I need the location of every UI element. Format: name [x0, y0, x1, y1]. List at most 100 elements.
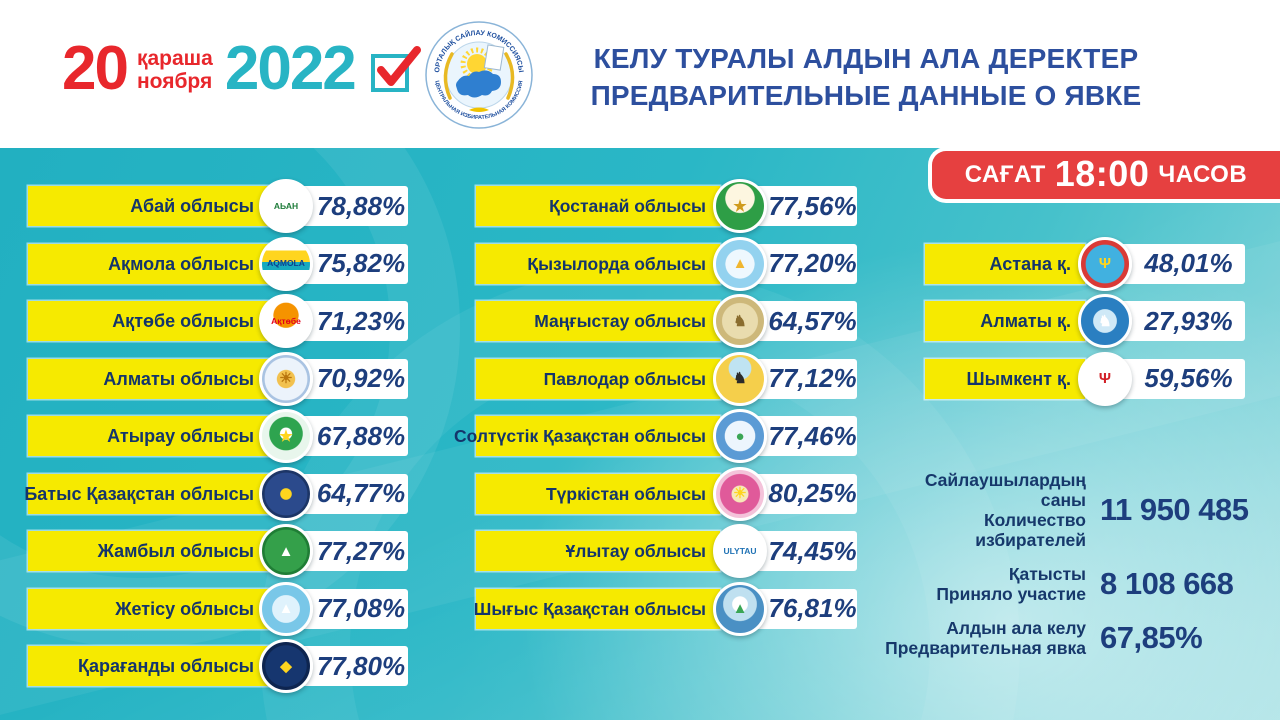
region-emblem-icon: ▲	[259, 581, 313, 636]
region-emblem-icon: ♞	[713, 351, 767, 406]
emblem-glyph: Ψ	[1098, 255, 1112, 272]
time-badge-suffix: ЧАСОВ	[1158, 161, 1248, 188]
emblem-glyph: ▲	[732, 600, 748, 617]
region-column-left: Абай облысы 78,88% АЬАН Ақмола облысы 75…	[24, 179, 408, 706]
region-row: Түркістан облысы 80,25% ☀	[476, 466, 857, 521]
region-emblem-icon: ♞	[713, 294, 767, 348]
turnout-value: 59,56%	[1144, 363, 1233, 393]
region-name-bar: Қарағанды облысы	[28, 646, 268, 686]
time-badge-time: 18:00	[1054, 153, 1150, 194]
cec-emblem-logo: ОРТАЛЫҚ САЙЛАУ КОМИССИЯСЫ ЦЕНТРАЛЬНАЯ ИЗ…	[425, 21, 533, 129]
turnout-value: 77,20%	[768, 248, 857, 278]
region-emblem-icon: Ψ	[1078, 236, 1132, 291]
region-name: Шығыс Қазақстан облысы	[473, 598, 706, 619]
region-name-bar: Солтүстік Қазақстан облысы	[454, 416, 720, 456]
time-badge-prefix: САҒАТ	[964, 161, 1046, 188]
region-name: Ұлытау облысы	[565, 541, 707, 561]
region-name-bar: Атырау облысы	[28, 416, 268, 456]
region-name: Қызылорда облысы	[527, 253, 706, 274]
region-name: Солтүстік Қазақстан облысы	[454, 426, 706, 446]
turnout-value: 64,77%	[316, 478, 406, 508]
region-column-middle: Қостанай облысы 77,56% ★ Қызылорда облыс…	[454, 179, 857, 706]
emblem-glyph: ♞	[733, 312, 747, 330]
header-band: 20 қараша ноября 2022 ОРТАЛЫҚ САЙЛАУ КОМ…	[0, 0, 1280, 148]
date-month-kk: қараша	[136, 47, 213, 70]
stat-participated-label: Қатысты Приняло участие	[880, 564, 1086, 604]
turnout-value: 77,46%	[768, 420, 857, 451]
stat-label-kk: Қатысты	[1008, 564, 1086, 584]
turnout-value: 48,01%	[1144, 248, 1233, 278]
election-date: 20 қараша ноября 2022	[62, 34, 421, 103]
turnout-value: 76,81%	[768, 593, 857, 623]
turnout-value: 67,88%	[316, 420, 406, 451]
region-emblem-icon: ◆	[259, 639, 313, 693]
turnout-value: 74,45%	[768, 535, 857, 566]
emblem-glyph: AQMOLA	[267, 258, 305, 269]
stat-label-ru: Количество избирателей	[975, 510, 1086, 550]
emblem-glyph: ☀	[733, 485, 747, 502]
region-row: Қызылорда облысы 77,20% ▲	[476, 236, 857, 291]
region-name-bar: Ақмола облысы	[28, 243, 268, 284]
region-row: Батыс Қазақстан облысы 64,77%	[24, 466, 408, 521]
date-months: қараша ноября	[137, 45, 213, 93]
region-emblem-icon: ▲	[259, 524, 313, 578]
emblem-glyph: ◆	[280, 657, 292, 675]
region-emblem-icon: Ψ	[1078, 351, 1132, 406]
stat-turnout: Алдын ала келу Предварительная явка 67,8…	[880, 618, 1252, 658]
emblem-glyph: АЬАН	[273, 200, 299, 211]
stat-label-ru: Приняло участие	[936, 584, 1086, 604]
turnout-value: 71,23%	[316, 305, 406, 336]
emblem-glyph: ●	[735, 427, 745, 445]
red-checkmark-icon	[376, 46, 421, 86]
turnout-value: 75,82%	[316, 248, 406, 278]
region-name: Ақмола облысы	[108, 253, 254, 274]
region-name: Жамбыл облысы	[97, 541, 254, 561]
stat-label-ru: Предварительная явка	[885, 638, 1086, 658]
emblem-glyph: ☀	[279, 370, 293, 387]
region-name-bar: Батыс Қазақстан облысы	[24, 473, 268, 514]
region-row: Жамбыл облысы 77,27% ▲	[28, 524, 408, 578]
region-name: Астана қ.	[989, 253, 1072, 274]
region-name-bar: Шығыс Қазақстан облысы	[473, 588, 720, 629]
turnout-value: 27,93%	[1144, 305, 1233, 336]
region-name-bar: Алматы облысы	[28, 358, 268, 399]
emblem-glyph: ULYTAU	[723, 545, 757, 556]
turnout-value: 78,88%	[316, 190, 406, 221]
stat-voters: Сайлаушылардың саны Количество избирател…	[880, 470, 1252, 550]
date-year: 2022	[224, 34, 357, 103]
region-row: Астана қ. 48,01% Ψ	[925, 236, 1245, 291]
region-name: Түркістан облысы	[545, 483, 706, 504]
region-name-bar: Ақтөбе облысы	[28, 301, 268, 341]
region-name: Алматы облысы	[103, 368, 254, 389]
region-emblem-icon	[259, 466, 313, 521]
date-day: 20	[62, 34, 129, 103]
turnout-value-box: 64,57%	[726, 301, 857, 341]
region-row: Қостанай облысы 77,56% ★	[476, 179, 857, 233]
time-badge: САҒАТ 18:00 ЧАСОВ	[928, 147, 1280, 203]
region-name: Атырау облысы	[107, 426, 254, 446]
emblem-glyph: ♞	[1098, 312, 1112, 330]
region-row: Шығыс Қазақстан облысы 76,81% ▲	[473, 581, 857, 636]
region-emblem-icon: ♞	[1078, 294, 1132, 348]
page-title: КЕЛУ ТУРАЛЫ АЛДЫН АЛА ДЕРЕКТЕР ПРЕДВАРИТ…	[552, 40, 1180, 114]
emblem-glyph: Ақтөбе	[271, 315, 301, 326]
region-emblem-icon: ☀	[713, 466, 767, 521]
region-name-bar: Павлодар облысы	[476, 358, 720, 399]
date-month-ru: ноября	[136, 70, 213, 93]
region-emblem-icon: АЬАН	[259, 179, 313, 233]
region-name: Павлодар облысы	[543, 368, 706, 389]
region-row: Ақмола облысы 75,82% AQMOLA	[28, 236, 408, 291]
region-column-cities: Астана қ. 48,01% Ψ Алматы қ. 27,93% ♞ Шы…	[925, 186, 1245, 706]
region-name-bar: Түркістан облысы	[476, 473, 720, 514]
region-name-bar: Жамбыл облысы	[28, 531, 268, 571]
region-row: Солтүстік Қазақстан облысы 77,46% ●	[454, 409, 857, 463]
region-emblem-icon: ▲	[713, 236, 767, 291]
region-emblem-icon: ★	[713, 179, 767, 233]
stat-turnout-value: 67,85%	[1100, 620, 1203, 655]
turnout-value: 80,25%	[768, 478, 857, 508]
region-emblem-icon: ★	[259, 409, 313, 463]
region-name-bar: Қостанай облысы	[476, 186, 720, 226]
turnout-value: 77,12%	[768, 363, 857, 393]
turnout-value: 70,92%	[316, 363, 406, 393]
title-line-kk: КЕЛУ ТУРАЛЫ АЛДЫН АЛА ДЕРЕКТЕР	[593, 43, 1139, 74]
